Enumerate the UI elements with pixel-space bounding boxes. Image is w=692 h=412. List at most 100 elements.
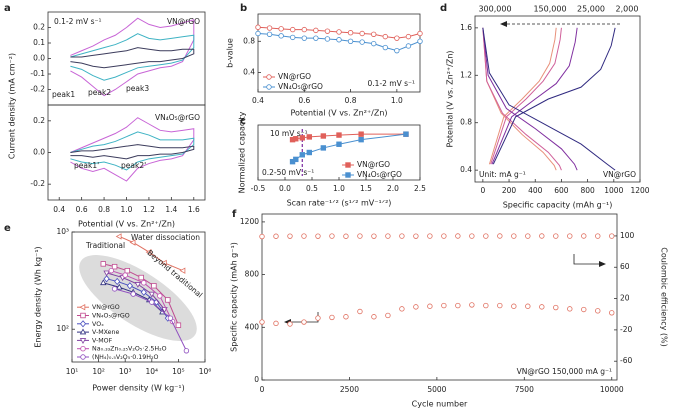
legend-label: VOₓ <box>92 321 104 328</box>
legend-marker <box>79 320 87 328</box>
y2-tick-label: -20 <box>620 325 632 334</box>
data-point <box>306 134 312 140</box>
data-point <box>290 26 296 33</box>
data-point <box>539 233 545 239</box>
annotation: 0.1-2 mV s⁻¹ <box>368 79 415 88</box>
data-point <box>413 304 419 310</box>
legend-label: VN₄O₅@rGO <box>92 312 130 320</box>
x-tick-label: 0 <box>260 385 265 394</box>
y2-tick-label: -60 <box>620 356 632 365</box>
data-point <box>417 38 423 44</box>
data-point <box>539 304 545 310</box>
data-point <box>371 314 377 320</box>
data-point <box>266 31 273 37</box>
y-tick-label: 10³ <box>56 227 69 236</box>
data-point <box>399 233 405 239</box>
x-tick-label: 200 <box>502 186 517 195</box>
x-tick-label: 0.4 <box>252 96 264 105</box>
legend-marker <box>345 172 351 178</box>
data-point <box>148 291 156 298</box>
data-point <box>149 299 155 305</box>
data-point <box>273 233 279 239</box>
x-axis-label: Potential (V vs. Zn²⁺/Zn) <box>290 109 387 118</box>
panel-label: a <box>4 3 11 14</box>
series-line <box>482 27 578 171</box>
data-point <box>299 152 305 158</box>
data-point <box>299 135 305 141</box>
annotation: 0.1-2 mV s⁻¹ <box>54 17 101 26</box>
data-point <box>100 279 107 286</box>
data-point <box>382 33 388 40</box>
x-tick-label: 1.5 <box>360 184 372 193</box>
y2-tick-label: 20 <box>620 294 630 303</box>
data-point <box>595 308 601 314</box>
data-point <box>134 282 142 288</box>
data-point <box>405 33 412 40</box>
x-tick-label: 0.6 <box>298 96 310 105</box>
y-axis-label: Current density (mA cm⁻²) <box>8 53 17 159</box>
legend-marker <box>80 346 86 352</box>
data-point <box>358 136 364 143</box>
data-point <box>455 302 461 309</box>
data-point <box>581 233 587 239</box>
data-point <box>320 133 327 139</box>
data-point <box>567 233 573 239</box>
x-tick-label: -0.5 <box>251 184 266 193</box>
data-point <box>336 37 342 43</box>
series-line <box>70 33 195 81</box>
data-point <box>130 291 136 297</box>
x-tick-label: 800 <box>580 186 595 195</box>
data-point <box>385 312 391 319</box>
data-point <box>320 145 327 151</box>
series-line <box>482 27 562 171</box>
data-point <box>394 47 400 54</box>
annotation: 10 mV s⁻¹ <box>270 129 308 138</box>
legend-label: VN@rGO <box>357 160 390 169</box>
x-tick-label: 0.6 <box>76 205 88 214</box>
data-point <box>469 233 475 239</box>
y-tick-label: 0.0 <box>33 54 45 63</box>
series-line <box>70 117 195 182</box>
x-tick-label: 1.0 <box>333 184 345 193</box>
y-tick-label: 0.2 <box>33 23 45 32</box>
data-point <box>114 277 121 286</box>
data-point <box>315 315 321 321</box>
data-point <box>553 304 559 311</box>
data-point <box>141 280 147 286</box>
x-tick-label: 10¹ <box>66 367 79 376</box>
data-point <box>116 283 123 290</box>
data-point <box>183 348 190 354</box>
data-point <box>306 149 312 156</box>
annotation: peak1 <box>52 90 75 99</box>
data-point <box>160 259 167 267</box>
data-point <box>301 233 307 239</box>
x-tick-label: 1.2 <box>143 205 155 214</box>
data-point <box>359 30 365 37</box>
data-point <box>483 233 489 239</box>
data-point <box>290 34 296 41</box>
data-point <box>126 282 133 290</box>
y-axis-label: Normalized capacity <box>238 111 247 193</box>
data-point <box>287 233 293 239</box>
legend-label: (NH₄)₀.₅V₂O₅·0.19H₂O <box>92 354 159 361</box>
y-tick-label: 10² <box>56 324 69 333</box>
legend-label: VN₄O₅@rGO <box>357 170 402 179</box>
legend-marker <box>80 312 86 319</box>
y-tick-label: 400 <box>245 322 260 331</box>
data-point <box>315 233 321 239</box>
data-point <box>179 267 186 274</box>
legend-marker <box>79 338 87 344</box>
data-point <box>157 293 163 299</box>
data-point <box>278 26 284 32</box>
y-tick-label: -0.2 <box>30 85 45 94</box>
data-point <box>111 263 118 270</box>
legend-label: 25,000 <box>577 5 605 14</box>
data-point <box>371 233 377 239</box>
data-point <box>371 40 377 47</box>
x-tick-label: 10⁵ <box>172 367 185 376</box>
legend-label: Na₀.₃₃Zn₀.₂₅V₂O₅·2.5H₂O <box>92 346 167 353</box>
y-tick-label: 0.8 <box>460 118 472 127</box>
y-tick-label: 0 <box>254 375 259 384</box>
data-point <box>151 283 157 289</box>
annotation: VN₄O₅@rGO <box>155 113 200 122</box>
